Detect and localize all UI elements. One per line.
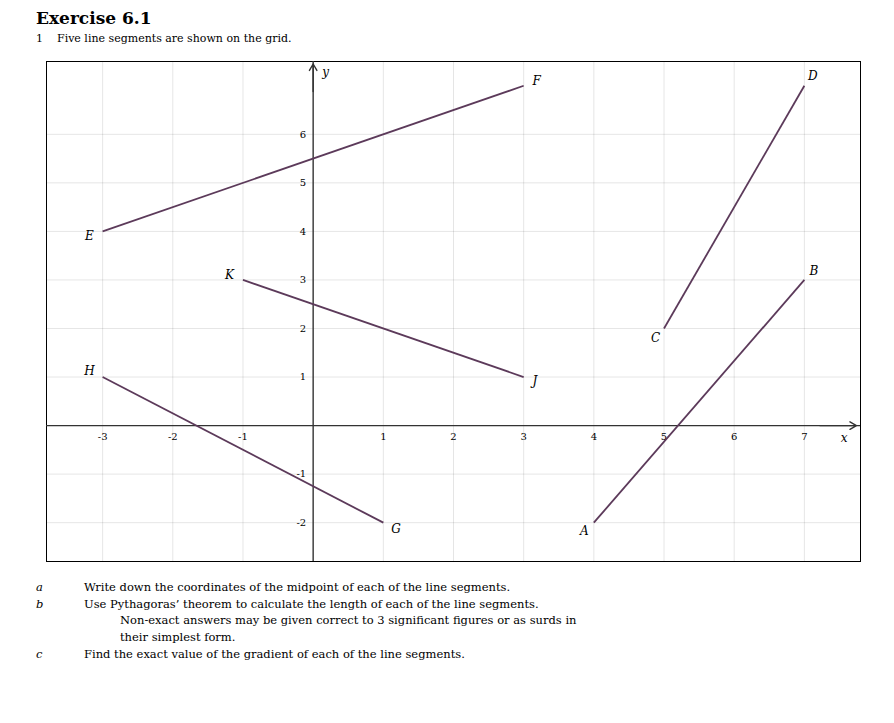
html-text:c: c <box>36 646 43 661</box>
svg-text:D: D <box>807 69 818 83</box>
svg-text:A: A <box>579 524 589 538</box>
svg-text:4: 4 <box>300 226 306 237</box>
svg-text:F: F <box>532 74 542 88</box>
svg-text:-1: -1 <box>296 468 307 480</box>
html-text:Exercise 6.1: Exercise 6.1 <box>36 8 152 28</box>
html-text:1: 1 <box>36 32 43 45</box>
svg-text:2: 2 <box>450 431 456 442</box>
svg-text:1: 1 <box>380 431 386 442</box>
svg-text:6: 6 <box>300 129 306 140</box>
svg-text:K: K <box>224 268 235 282</box>
html-text:Five line segments are shown o: Five line segments are shown on the grid… <box>57 32 292 45</box>
html-text:b: b <box>36 596 44 611</box>
svg-text:x: x <box>841 431 848 445</box>
svg-text:-2: -2 <box>296 517 306 528</box>
svg-text:3: 3 <box>300 274 306 285</box>
html-text:Use Pythagoras’ theorem to cal: Use Pythagoras’ theorem to calculate the… <box>84 596 539 611</box>
svg-text:4: 4 <box>591 431 597 442</box>
svg-text:H: H <box>83 364 95 378</box>
svg-text:C: C <box>651 331 660 345</box>
html-text:Write down the coordinates of: Write down the coordinates of the midpoi… <box>84 580 511 594</box>
svg-text:2: 2 <box>300 323 306 334</box>
html-text:Non-exact answers may be given: Non-exact answers may be given correct t… <box>120 613 577 628</box>
html-text:their simplest form.: their simplest form. <box>120 630 236 644</box>
html-text:Find the exact value of the gr: Find the exact value of the gradient of … <box>84 646 465 661</box>
svg-text:7: 7 <box>801 431 807 442</box>
html-text:a: a <box>36 580 43 594</box>
svg-text:y: y <box>321 65 329 79</box>
svg-text:5: 5 <box>660 430 668 442</box>
svg-text:B: B <box>809 264 819 278</box>
svg-text:J: J <box>530 374 539 388</box>
svg-text:6: 6 <box>731 431 737 442</box>
svg-text:E: E <box>84 229 94 243</box>
svg-text:-3: -3 <box>98 431 108 442</box>
svg-text:G: G <box>391 522 401 536</box>
svg-text:-2: -2 <box>168 431 178 442</box>
svg-text:5: 5 <box>300 177 306 188</box>
svg-text:3: 3 <box>520 431 526 442</box>
svg-text:1: 1 <box>300 371 306 382</box>
svg-text:-1: -1 <box>238 431 248 442</box>
